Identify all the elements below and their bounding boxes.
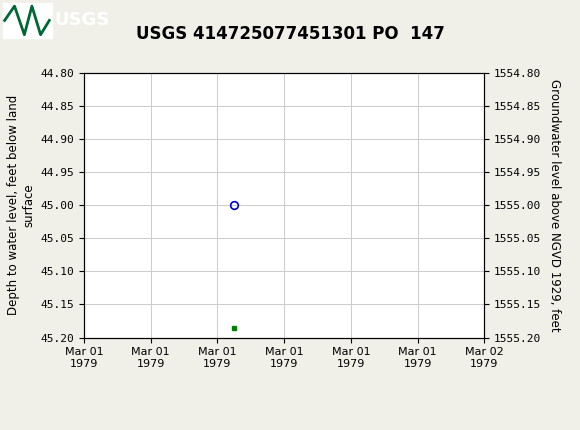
Bar <box>3 3 52 37</box>
Text: USGS: USGS <box>54 12 109 29</box>
Y-axis label: Groundwater level above NGVD 1929, feet: Groundwater level above NGVD 1929, feet <box>548 79 561 332</box>
Text: USGS 414725077451301 PO  147: USGS 414725077451301 PO 147 <box>136 25 444 43</box>
Y-axis label: Depth to water level, feet below land
surface: Depth to water level, feet below land su… <box>7 95 35 316</box>
